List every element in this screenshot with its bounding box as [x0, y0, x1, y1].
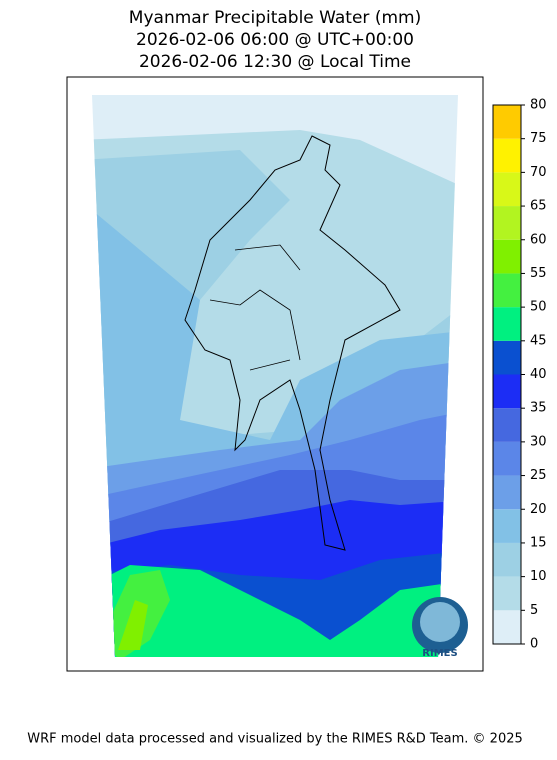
title: Myanmar Precipitable Water (mm) [129, 8, 421, 28]
field [92, 95, 458, 657]
footer: WRF model data processed and visualized … [27, 732, 523, 747]
region-borders [209, 244, 301, 371]
colorbar-bin [493, 307, 521, 341]
colorbar-bin [493, 340, 521, 375]
logo-text: RIMES [422, 648, 457, 659]
colorbar-tick-label: 80 [530, 98, 547, 113]
colorbar-bin [493, 475, 521, 510]
colorbar-tick-label: 20 [530, 502, 547, 517]
colorbar-tick-label: 75 [530, 131, 547, 146]
colorbar-bin [493, 408, 521, 442]
colorbar-bin [493, 441, 521, 476]
colorbar-tick-label: 35 [530, 401, 547, 416]
colorbar-tick-label: 15 [530, 535, 547, 550]
colorbar-tick-label: 10 [530, 569, 547, 584]
colorbar-bin [493, 576, 521, 611]
colorbar-tick-label: 25 [530, 468, 547, 483]
colorbar-bin [493, 610, 521, 644]
colorbar-tick-label: 65 [530, 199, 547, 214]
colorbar-bin [493, 172, 521, 207]
colorbar-tick-label: 40 [530, 367, 547, 382]
colorbar-tick-label: 30 [530, 434, 547, 449]
colorbar-tick-label: 45 [530, 333, 547, 348]
colorbar-bin [493, 273, 521, 308]
colorbar-tick-label: 60 [530, 232, 547, 247]
colorbar-frame [492, 104, 522, 645]
colorbar-bin [493, 374, 521, 409]
colorbar-bin [493, 105, 521, 139]
colorbar-tick-label: 0 [530, 637, 538, 652]
colorbar-tick-label: 50 [530, 300, 547, 315]
colorbar-bin [493, 542, 521, 577]
title: 2026-02-06 06:00 @ UTC+00:00 [136, 30, 414, 50]
colorbar-tick-label: 5 [530, 603, 538, 618]
title: 2026-02-06 12:30 @ Local Time [139, 52, 411, 72]
colorbar-bin [493, 509, 521, 543]
colorbar-bin [493, 206, 521, 240]
colorbar-tick-label: 70 [530, 165, 547, 180]
colorbar-bin [493, 138, 521, 173]
logo: RIMES [412, 597, 468, 659]
country-outline [184, 135, 401, 551]
colorbar: 0 5 10 15 20 25 30 35 40 45 50 55 60 65 70 75 80 [493, 98, 547, 652]
colorbar-tick-label: 55 [530, 266, 547, 281]
colorbar-bin [493, 239, 521, 274]
map-frame [66, 76, 484, 672]
